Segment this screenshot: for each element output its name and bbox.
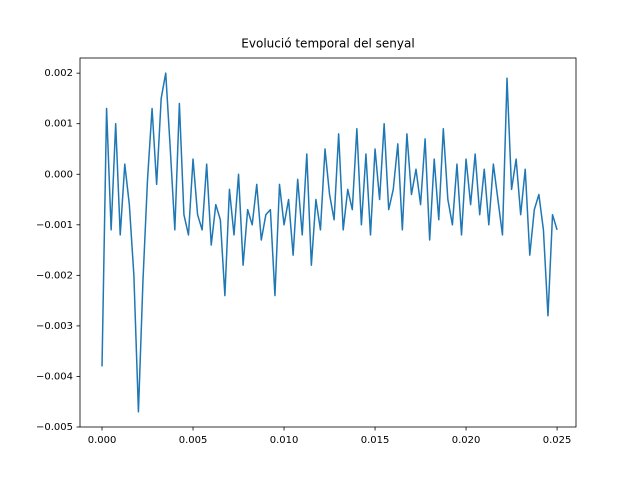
chart-title: Evolució temporal del senyal — [241, 37, 414, 51]
y-tick-label: 0.000 — [44, 169, 73, 180]
x-tick-label: 0.015 — [361, 435, 390, 446]
x-tick-label: 0.010 — [270, 435, 299, 446]
x-tick-label: 0.020 — [452, 435, 481, 446]
y-tick-label: 0.002 — [44, 68, 73, 79]
y-tick-label: 0.001 — [44, 119, 73, 130]
x-tick-label: 0.005 — [179, 435, 208, 446]
y-tick-label: −0.002 — [36, 270, 73, 281]
x-tick-label: 0.000 — [88, 435, 117, 446]
x-tick-label: 0.025 — [543, 435, 572, 446]
y-tick-label: −0.005 — [36, 422, 73, 433]
y-tick-label: −0.001 — [36, 220, 73, 231]
y-tick-label: −0.004 — [36, 371, 73, 382]
line-series — [101, 72, 558, 413]
plot-frame — [79, 57, 577, 428]
y-tick-label: −0.003 — [36, 321, 73, 332]
